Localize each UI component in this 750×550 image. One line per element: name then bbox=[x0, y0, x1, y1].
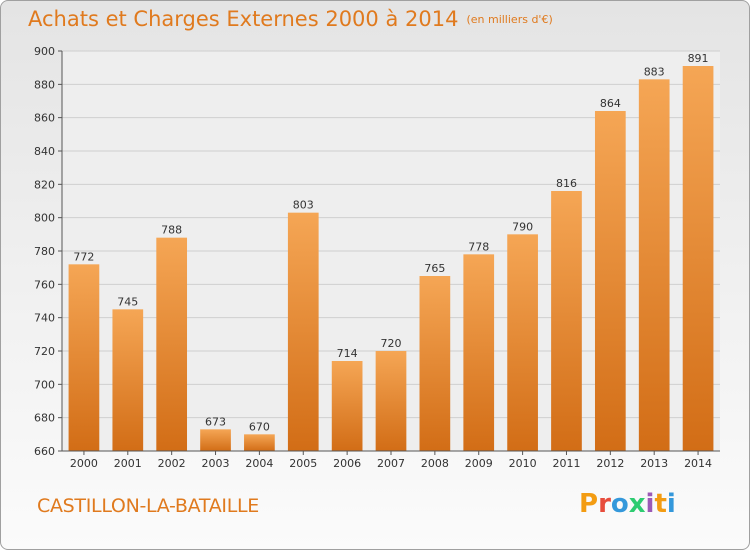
bar-value-label: 714 bbox=[337, 347, 358, 360]
bar-2009 bbox=[463, 254, 495, 451]
bar-2008 bbox=[419, 276, 451, 451]
unit-label: (en milliers d'€) bbox=[466, 13, 553, 26]
logo-letter: x bbox=[628, 489, 646, 519]
x-tick-label: 2013 bbox=[640, 457, 668, 470]
x-tick-label: 2011 bbox=[552, 457, 580, 470]
title-text: Achats et Charges Externes 2000 à 2014 bbox=[28, 7, 459, 31]
y-tick-label: 900 bbox=[34, 45, 55, 58]
logo-letter: r bbox=[598, 489, 611, 519]
bar-value-label: 673 bbox=[205, 415, 226, 428]
x-tick-label: 2010 bbox=[509, 457, 537, 470]
bar-value-label: 864 bbox=[600, 97, 621, 110]
bar-2000 bbox=[68, 264, 100, 451]
y-tick-label: 780 bbox=[34, 245, 55, 258]
x-tick-label: 2014 bbox=[684, 457, 712, 470]
proxiti-logo: Proxiti bbox=[579, 489, 676, 519]
x-tick-label: 2007 bbox=[377, 457, 405, 470]
bar-2014 bbox=[682, 66, 714, 451]
y-tick-label: 800 bbox=[34, 212, 55, 225]
bar-value-label: 772 bbox=[73, 250, 94, 263]
bar-value-label: 720 bbox=[381, 337, 402, 350]
y-tick-label: 740 bbox=[34, 312, 55, 325]
bar-value-label: 745 bbox=[117, 295, 138, 308]
x-tick-label: 2009 bbox=[465, 457, 493, 470]
bar-2011 bbox=[551, 191, 582, 451]
logo-letter: P bbox=[579, 489, 599, 519]
x-tick-label: 2008 bbox=[421, 457, 449, 470]
x-tick-label: 2000 bbox=[70, 457, 98, 470]
y-axis-ticks: 660 680 700 720 740 760 780 800 820 840 860 880 900 bbox=[34, 45, 62, 458]
x-axis-ticks: 2000 2001 2002 2003 2004 2005 2006 2007 2008 2009… bbox=[70, 451, 712, 470]
y-tick-label: 660 bbox=[34, 445, 55, 458]
logo-letter: i bbox=[645, 489, 655, 519]
x-tick-label: 2004 bbox=[245, 457, 273, 470]
logo-letter: o bbox=[610, 489, 629, 519]
bar-value-label: 788 bbox=[161, 224, 182, 237]
bar-value-label: 765 bbox=[424, 262, 445, 275]
y-tick-label: 880 bbox=[34, 78, 55, 91]
bar-2001 bbox=[112, 309, 144, 451]
bar-2010 bbox=[507, 234, 538, 451]
y-tick-label: 680 bbox=[34, 412, 55, 425]
y-tick-label: 840 bbox=[34, 145, 55, 158]
y-tick-label: 760 bbox=[34, 278, 55, 291]
bar-2003 bbox=[200, 429, 231, 451]
bar-value-label: 816 bbox=[556, 177, 577, 190]
y-tick-label: 860 bbox=[34, 112, 55, 125]
bar-value-label: 790 bbox=[512, 220, 533, 233]
x-tick-label: 2003 bbox=[202, 457, 230, 470]
bar-2007 bbox=[375, 351, 407, 451]
x-tick-label: 2005 bbox=[289, 457, 317, 470]
logo-letter: i bbox=[666, 489, 676, 519]
bar-2012 bbox=[594, 111, 626, 451]
x-tick-label: 2006 bbox=[333, 457, 361, 470]
y-tick-label: 820 bbox=[34, 178, 55, 191]
city-name: CASTILLON-LA-BATAILLE bbox=[37, 495, 259, 517]
bar-value-label: 778 bbox=[468, 240, 489, 253]
chart-title: Achats et Charges Externes 2000 à 2014 (e… bbox=[28, 7, 553, 31]
bar-value-label: 803 bbox=[293, 199, 314, 212]
y-tick-label: 720 bbox=[34, 345, 55, 358]
x-tick-label: 2012 bbox=[596, 457, 624, 470]
bars: 772 745 788 673 670 803 714 720 765 778 790 816 864 8… bbox=[68, 52, 714, 451]
x-tick-label: 2002 bbox=[158, 457, 186, 470]
bar-2002 bbox=[156, 237, 188, 451]
logo-letter: t bbox=[654, 489, 667, 519]
bar-value-label: 883 bbox=[644, 65, 665, 78]
bar-2005 bbox=[287, 212, 319, 451]
bar-value-label: 891 bbox=[688, 52, 709, 65]
y-tick-label: 700 bbox=[34, 378, 55, 391]
bar-2004 bbox=[244, 434, 275, 451]
x-tick-label: 2001 bbox=[114, 457, 142, 470]
bar-2013 bbox=[638, 79, 670, 451]
bar-2006 bbox=[331, 361, 363, 451]
bar-value-label: 670 bbox=[249, 420, 270, 433]
